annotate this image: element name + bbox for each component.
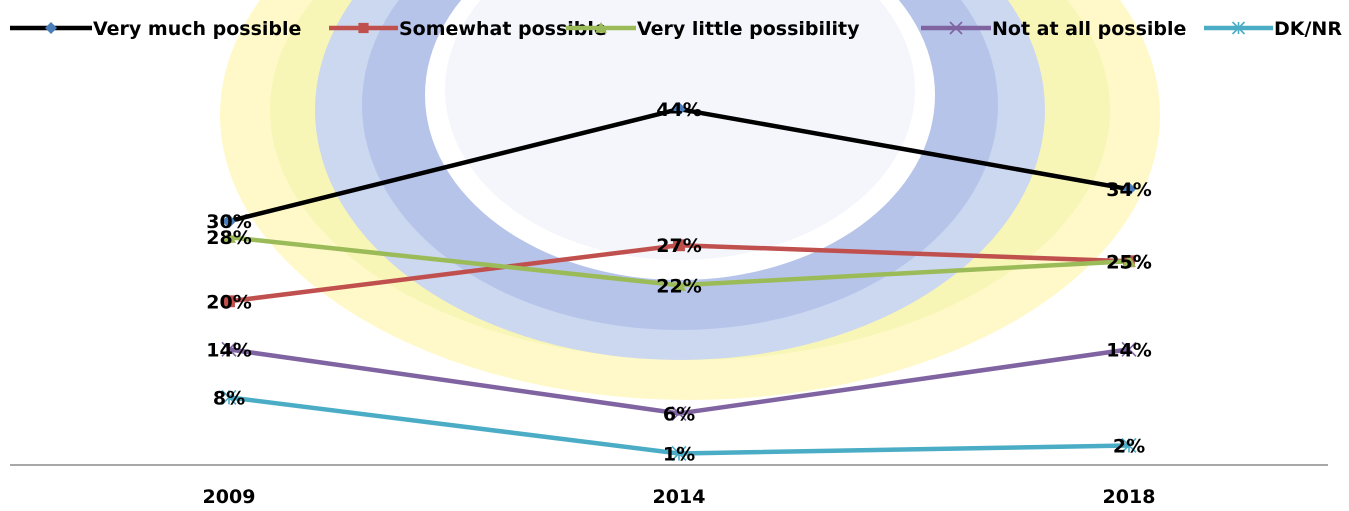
legend: Very much possible Somewhat possible Very … [10,18,1342,40]
data-label-very-much-possible-2009: 30% [206,211,251,233]
data-point-not-at-all-possible-2014 [671,405,687,422]
x-tick-label-2014: 2014 [653,486,706,508]
data-point-dk-nr-2018 [1121,437,1137,454]
data-label-somewhat-possible-2018: 25% [1106,251,1151,273]
legend-marker-square-icon [358,22,369,34]
legend-marker-x-icon [949,21,963,35]
legend-item-very-much-possible: Very much possible [10,18,301,40]
data-point-very-little-possibility-2018 [1122,254,1136,267]
legend-item-somewhat-possible: Somewhat possible [329,18,607,40]
data-point-not-at-all-possible-2009 [221,341,237,357]
data-label-somewhat-possible-2014: 27% [656,235,701,257]
data-labels: 30%44%34%20%27%25%28%22%25%14%6%14%8%1% 2… [206,99,1151,465]
data-label-very-much-possible-2018: 34% [1106,179,1151,201]
data-point-very-much-possible-2009 [222,214,236,229]
legend-label: DK/NR [1274,18,1342,40]
data-label-not-at-all-possible-2009: 14% [206,339,251,361]
legend-marker-star-icon [1231,21,1246,35]
data-label-dk-nr-2018: 2% [1113,435,1145,457]
legend-label: Not at all possible [992,18,1186,40]
legend-marker-triangle-icon [595,22,607,33]
legend-label: Very little possibility [637,18,860,40]
data-label-not-at-all-possible-2014: 6% [663,403,695,425]
legend-item-dk-nr: DK/NR [1204,18,1342,40]
data-point-very-much-possible-2014 [672,102,686,117]
data-point-dk-nr-2014 [671,445,687,462]
legend-marker-diamond-icon [45,22,57,34]
data-label-dk-nr-2009: 8% [213,387,245,409]
data-label-very-little-possibility-2014: 22% [656,275,701,297]
data-point-not-at-all-possible-2018 [1121,341,1137,357]
data-label-very-little-possibility-2009: 28% [206,227,251,249]
x-axis-ticks: 2009 2014 2018 [203,486,1156,508]
data-point-dk-nr-2009 [221,389,237,405]
data-point-very-much-possible-2018 [1122,182,1136,197]
legend-label: Somewhat possible [399,18,607,40]
legend-label: Very much possible [93,18,301,40]
data-point-somewhat-possible-2014 [673,239,685,252]
legend-item-very-little-possibility: Very little possibility [566,18,860,40]
data-label-not-at-all-possible-2018: 14% [1106,339,1151,361]
data-label-very-little-possibility-2018: 25% [1106,251,1151,273]
x-tick-label-2009: 2009 [203,486,256,508]
background-watermark [220,0,1160,400]
data-label-dk-nr-2014: 1% [663,443,695,465]
series-markers [221,102,1137,462]
data-point-very-little-possibility-2009 [222,230,236,243]
x-tick-label-2018: 2018 [1103,486,1156,508]
data-label-very-much-possible-2014: 44% [656,99,701,121]
legend-item-not-at-all-possible: Not at all possible [921,18,1186,40]
data-point-somewhat-possible-2009 [223,295,235,308]
data-label-somewhat-possible-2009: 20% [206,291,251,313]
data-point-very-little-possibility-2014 [672,278,686,291]
